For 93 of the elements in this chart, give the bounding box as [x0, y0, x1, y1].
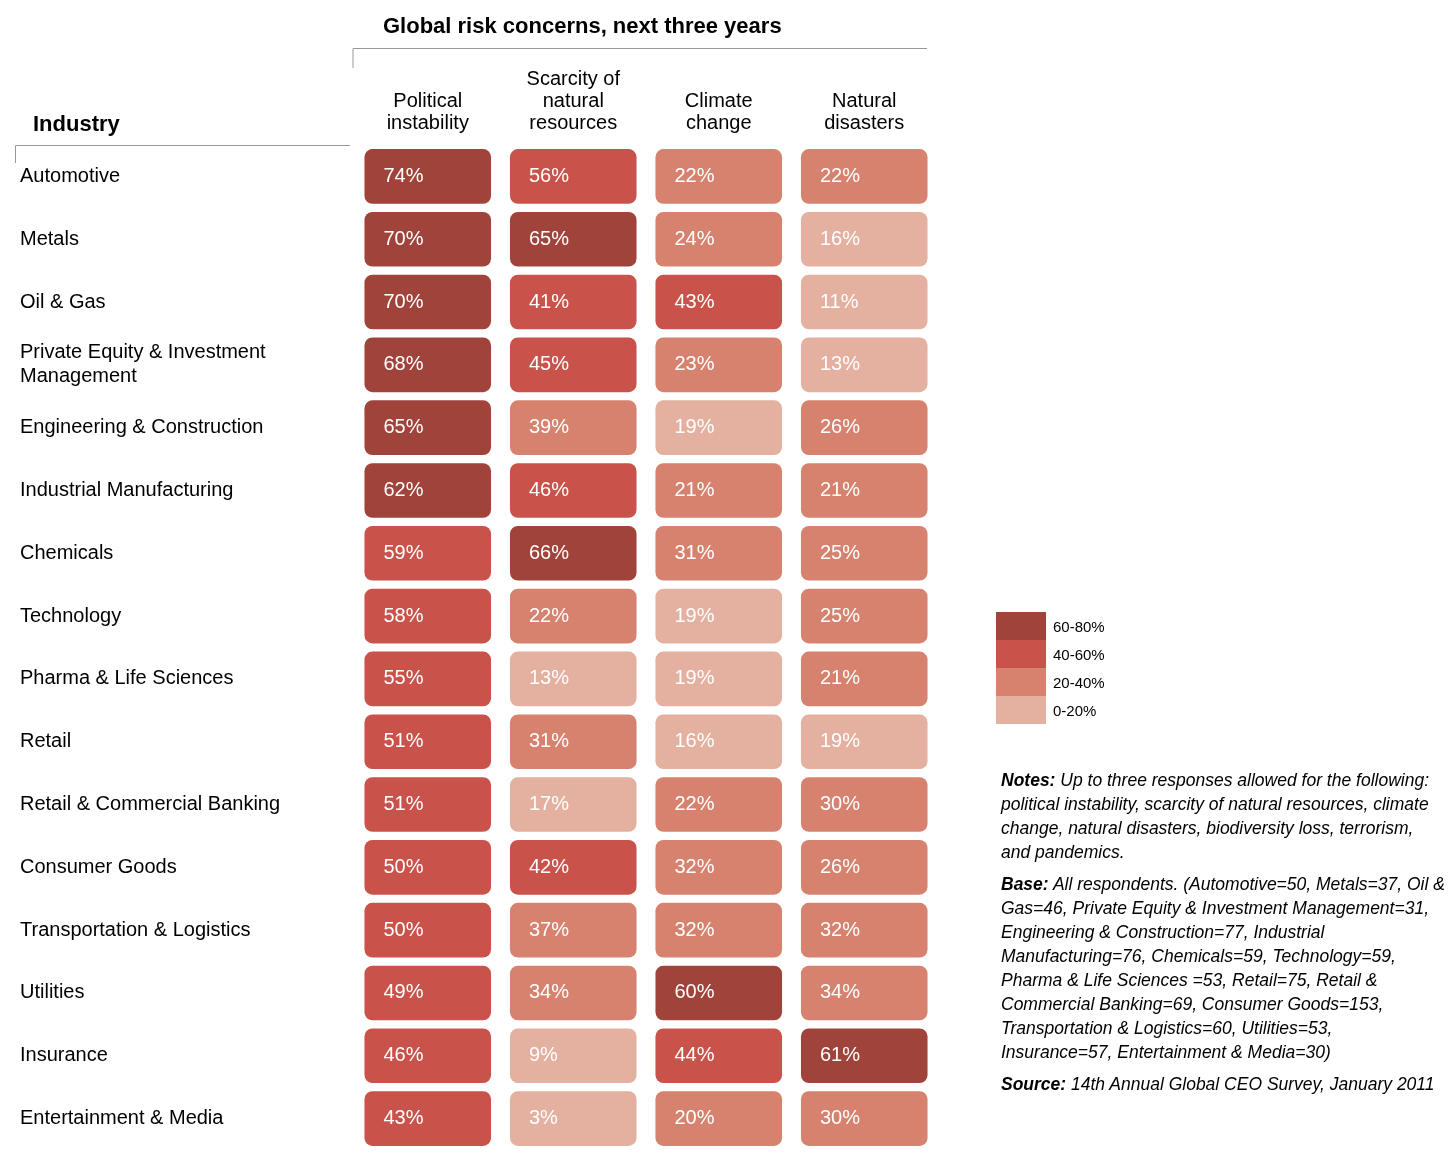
- data-label: 26%: [819, 415, 861, 438]
- data-label: 30%: [819, 792, 861, 815]
- y-tick-label: Automotive: [20, 163, 121, 186]
- data-label: 68%: [383, 352, 424, 375]
- y-tick-label: Technology: [20, 603, 122, 626]
- data-label: 42%: [528, 854, 570, 877]
- data-label: 17%: [528, 792, 570, 815]
- data-label: 43%: [674, 289, 715, 312]
- data-label: 24%: [674, 226, 715, 249]
- data-label: 61%: [819, 1043, 861, 1066]
- data-label: 43%: [383, 1106, 424, 1129]
- data-label: 11%: [819, 289, 859, 312]
- data-label: 26%: [819, 854, 861, 877]
- y-tick-label: Utilities: [20, 980, 85, 1003]
- y-tick-label: Pharma & Life Sciences: [20, 666, 234, 689]
- color-bar-label: 60-80%: [1053, 617, 1105, 635]
- data-label: 31%: [528, 729, 570, 752]
- y-tick-label: Chemicals: [20, 540, 114, 563]
- data-label: 49%: [383, 980, 424, 1003]
- data-label: 66%: [528, 540, 570, 563]
- data-label: 22%: [819, 163, 861, 186]
- data-label: 25%: [819, 603, 861, 626]
- data-label: 70%: [383, 226, 424, 249]
- data-label: 46%: [528, 477, 570, 500]
- data-label: 3%: [528, 1106, 559, 1129]
- data-label: 34%: [819, 980, 861, 1003]
- text: Base: All respondents. (Automotive=50, Metals=37, Oil & Gas=46, Private Equity & Investment Management=31, Engineering & Construction=77, Industrial Manufacturing=76, Chemicals=59, Technology=59, Pharma & Life Sciences =53, Retail=75, Retail & Commercial Banking=69, Consumer Goods=153, Transportation & Logistics=60, Utilities=53, Insurance=57, Entertainment & Media=30): [1001, 874, 1445, 1062]
- data-label: 19%: [674, 603, 715, 626]
- data-label: 41%: [528, 289, 570, 312]
- color-bar-label: 20-40%: [1053, 673, 1105, 691]
- data-label: 21%: [819, 477, 861, 500]
- y-tick-label: Consumer Goods: [20, 854, 177, 877]
- y-tick-label: Engineering & Construction: [20, 415, 264, 438]
- data-label: 50%: [383, 854, 424, 877]
- data-label: 13%: [819, 352, 861, 375]
- data-label: 51%: [383, 792, 424, 815]
- data-label: 32%: [819, 917, 861, 940]
- data-label: 22%: [674, 163, 715, 186]
- data-label: 19%: [674, 666, 715, 689]
- data-label: 30%: [819, 1106, 861, 1129]
- data-label: 22%: [528, 603, 570, 626]
- data-label: 51%: [383, 729, 424, 752]
- y-tick-label: Transportation & Logistics: [20, 917, 251, 940]
- data-label: 62%: [383, 477, 424, 500]
- y-tick-label: Entertainment & Media: [20, 1106, 225, 1129]
- data-label: 32%: [674, 917, 715, 940]
- data-label: 55%: [383, 666, 424, 689]
- data-label: 16%: [674, 729, 715, 752]
- data-label: 19%: [674, 415, 715, 438]
- x-tick-label: Political instability: [386, 88, 469, 133]
- chart-title: Global risk concerns, next three years: [383, 13, 782, 38]
- color-bar-label: 0-20%: [1053, 701, 1097, 719]
- data-label: 32%: [674, 854, 715, 877]
- data-label: 37%: [528, 917, 570, 940]
- y-tick-label: Metals: [20, 226, 79, 249]
- color-bar-label: 40-60%: [1053, 645, 1105, 663]
- data-label: 74%: [383, 163, 424, 186]
- data-label: 50%: [383, 917, 424, 940]
- source-note: Source: 14th Annual Global CEO Survey, January 2011: [1001, 1073, 1436, 1096]
- data-label: 45%: [528, 352, 570, 375]
- data-label: 25%: [819, 540, 861, 563]
- data-label: 59%: [383, 540, 424, 563]
- y-axis-title: Industry: [33, 111, 121, 136]
- data-label: 22%: [674, 792, 715, 815]
- text: Notes: Up to three responses allowed for the following: political instability, scarcity of natural resources, climate change, natural disasters, biodiversity loss, terrorism, and pandemics.: [1001, 769, 1430, 864]
- x-tick-label: Climate change: [684, 88, 753, 133]
- y-tick-label: Private Equity & Investment Management: [20, 340, 267, 387]
- data-label: 65%: [383, 415, 424, 438]
- data-label: 46%: [383, 1043, 424, 1066]
- y-tick-label: Oil & Gas: [20, 289, 106, 312]
- data-label: 21%: [674, 477, 715, 500]
- data-label: 65%: [528, 226, 570, 249]
- y-tick-label: Insurance: [20, 1043, 108, 1066]
- data-label: 31%: [674, 540, 715, 563]
- data-label: 21%: [819, 666, 861, 689]
- x-tick-label: Natural disasters: [824, 88, 905, 133]
- data-label: 58%: [383, 603, 424, 626]
- data-label: 13%: [528, 666, 570, 689]
- data-label: 44%: [674, 1043, 715, 1066]
- data-label: 60%: [674, 980, 715, 1003]
- y-tick-label: Industrial Manufacturing: [20, 477, 234, 500]
- data-label: 70%: [383, 289, 424, 312]
- y-tick-label: Retail & Commercial Banking: [20, 792, 281, 815]
- data-label: 56%: [528, 163, 570, 186]
- data-label: 9%: [528, 1043, 559, 1066]
- y-tick-label: Retail: [20, 729, 72, 752]
- data-label: 20%: [674, 1106, 715, 1129]
- data-label: 19%: [819, 729, 861, 752]
- data-label: 39%: [528, 415, 570, 438]
- data-label: 23%: [674, 352, 715, 375]
- x-tick-label: Scarcity of natural resources: [526, 66, 621, 133]
- data-label: 16%: [819, 226, 861, 249]
- data-label: 34%: [528, 980, 570, 1003]
